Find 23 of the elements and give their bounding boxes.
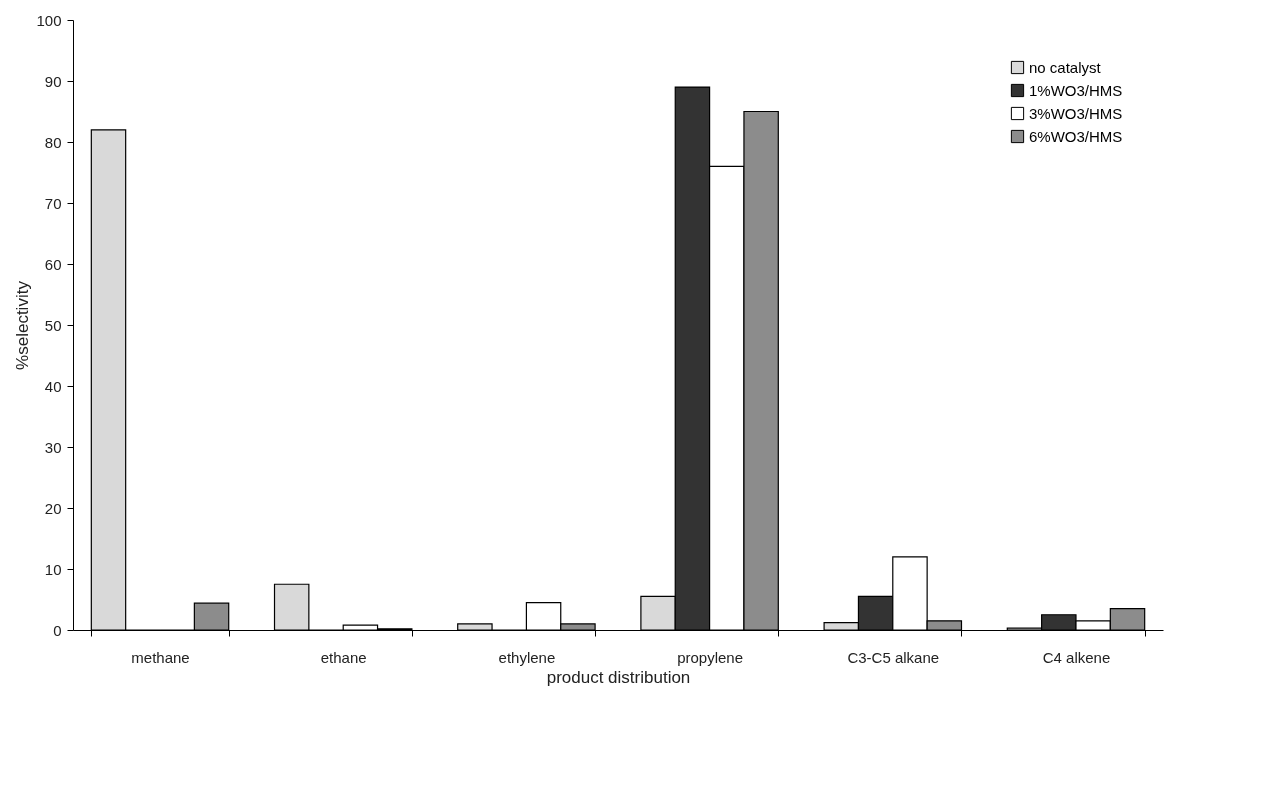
x-tick-label: propylene	[677, 648, 744, 666]
y-tick-label: 20	[44, 499, 62, 517]
y-tick-label: 40	[44, 377, 62, 395]
y-tick-label: 50	[44, 316, 62, 334]
x-axis-title: product distribution	[546, 667, 691, 687]
x-tick-label: ethylene	[498, 648, 556, 666]
y-tick-label: 90	[44, 72, 62, 90]
legend-label: 1%WO3/HMS	[1029, 81, 1123, 99]
y-tick-label: 30	[44, 438, 62, 456]
x-tick-label: methane	[131, 648, 190, 666]
y-tick-label: 100	[36, 11, 62, 29]
legend-label: 3%WO3/HMS	[1029, 104, 1123, 122]
y-tick-label: 60	[44, 255, 62, 273]
x-tick-label: C3-C5 alkane	[847, 648, 940, 666]
y-tick-label: 80	[44, 133, 62, 151]
y-tick-label: 10	[44, 560, 62, 578]
legend-label: no catalyst	[1029, 58, 1102, 76]
y-tick-label: 70	[44, 194, 62, 212]
x-tick-label: C4 alkene	[1042, 648, 1111, 666]
legend-label: 6%WO3/HMS	[1029, 127, 1123, 145]
y-tick-label: 0	[53, 621, 62, 639]
x-tick-label: ethane	[320, 648, 367, 666]
y-axis-title: %selectivity	[13, 280, 33, 370]
